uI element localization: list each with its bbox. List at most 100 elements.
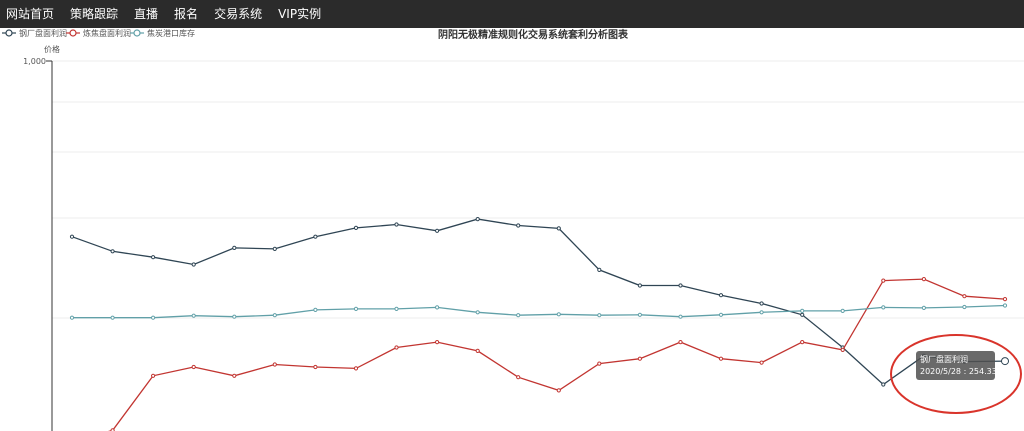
data-point[interactable] [353, 306, 359, 311]
data-point[interactable] [394, 345, 399, 350]
data-point[interactable] [435, 340, 440, 345]
series-2 [69, 303, 1008, 320]
data-point[interactable] [637, 283, 643, 288]
data-point[interactable] [232, 373, 237, 378]
data-point[interactable] [921, 277, 927, 282]
data-point[interactable] [637, 356, 643, 361]
data-point[interactable] [151, 315, 156, 320]
tooltip: 钢厂盘面利润 2020/5/28 : 254.33 [916, 351, 995, 380]
nav-strategy-tracking[interactable]: 策略跟踪 [70, 7, 119, 21]
data-point[interactable] [516, 375, 521, 380]
top-nav: 网站首页 策略跟踪 直播 报名 交易系统 VIP实例 [0, 0, 1024, 28]
data-point[interactable] [962, 304, 967, 310]
series-line [72, 304, 1006, 319]
data-point[interactable] [800, 340, 805, 345]
data-point[interactable] [678, 340, 683, 345]
data-point[interactable] [110, 315, 115, 320]
legend-label: 炼焦盘面利润 [83, 28, 131, 38]
data-point[interactable] [840, 347, 845, 352]
data-point[interactable] [718, 356, 724, 361]
legend-item-coking-profit[interactable]: 炼焦盘面利润 [66, 28, 131, 38]
nav-home[interactable]: 网站首页 [6, 7, 55, 21]
data-point[interactable] [110, 249, 115, 254]
tooltip-date: 2020/5/28 [920, 367, 962, 376]
legend-marker [5, 29, 13, 37]
data-point[interactable] [69, 315, 75, 320]
nav-signup[interactable]: 报名 [174, 7, 199, 21]
data-point[interactable] [718, 312, 724, 317]
series-layer [69, 217, 1009, 431]
data-point[interactable] [475, 348, 480, 353]
series-1 [107, 277, 1008, 431]
nav-live[interactable]: 直播 [134, 7, 159, 21]
data-point-highlighted[interactable] [1001, 357, 1009, 366]
series-line [71, 218, 1006, 386]
data-point[interactable] [232, 245, 237, 250]
data-point[interactable] [272, 313, 277, 318]
data-point[interactable] [881, 382, 886, 387]
nav-vip-cases[interactable]: VIP实例 [278, 7, 322, 21]
data-point[interactable] [556, 226, 561, 231]
legend-item-steel-profit[interactable]: 钢厂盘面利润 [2, 28, 67, 38]
data-point[interactable] [678, 314, 683, 319]
data-point[interactable] [1002, 297, 1008, 302]
data-point[interactable] [962, 294, 967, 299]
data-point[interactable] [313, 234, 318, 239]
series-0 [69, 217, 1009, 387]
legend-item-coke-port-inventory[interactable]: 焦炭港口库存 [130, 28, 195, 38]
data-point[interactable] [800, 312, 805, 317]
data-point[interactable] [597, 313, 602, 318]
nav-trading-system[interactable]: 交易系统 [214, 7, 263, 21]
chart-title: 阴阳无极精准规则化交易系统套利分析图表 [438, 28, 629, 41]
y-axis: 1,000 价格 [23, 44, 60, 431]
data-point[interactable] [840, 308, 845, 313]
legend-marker [133, 29, 141, 37]
y-axis-label: 价格 [44, 44, 60, 54]
tooltip-separator: : [961, 367, 969, 376]
data-point[interactable] [151, 373, 156, 378]
data-point[interactable] [232, 314, 237, 319]
data-point[interactable] [881, 278, 886, 283]
data-point[interactable] [435, 228, 440, 233]
data-point[interactable] [475, 310, 480, 315]
data-point[interactable] [313, 307, 318, 312]
data-point[interactable] [313, 364, 318, 370]
data-point[interactable] [394, 222, 399, 227]
data-point[interactable] [678, 283, 683, 288]
data-point[interactable] [272, 362, 277, 367]
data-point[interactable] [69, 234, 75, 239]
highlight-ellipse [890, 334, 1022, 414]
data-point[interactable] [556, 388, 561, 393]
grid [52, 60, 1024, 319]
tooltip-value: 254.33 [968, 367, 995, 376]
legend: 钢厂盘面利润 炼焦盘面利润 焦炭港口库存 [2, 28, 195, 38]
data-point[interactable] [191, 313, 196, 318]
data-point[interactable] [516, 223, 521, 228]
data-point[interactable] [516, 313, 521, 318]
data-point[interactable] [110, 428, 115, 431]
legend-marker [69, 29, 77, 37]
data-point[interactable] [1002, 303, 1008, 308]
data-point[interactable] [556, 312, 561, 317]
data-point[interactable] [759, 301, 764, 306]
data-point[interactable] [353, 366, 359, 371]
data-point[interactable] [353, 225, 359, 230]
data-point[interactable] [272, 246, 277, 251]
data-point[interactable] [759, 360, 764, 365]
data-point[interactable] [637, 312, 643, 317]
data-point[interactable] [151, 255, 156, 260]
legend-label: 焦炭港口库存 [147, 28, 195, 38]
data-point[interactable] [597, 361, 602, 366]
data-point[interactable] [921, 305, 927, 310]
data-point[interactable] [191, 364, 196, 370]
data-point[interactable] [475, 217, 480, 222]
data-point[interactable] [597, 267, 602, 272]
data-point[interactable] [759, 310, 764, 315]
data-point[interactable] [881, 305, 886, 310]
tooltip-value-line: 2020/5/28 : 254.33 [920, 366, 995, 378]
data-point[interactable] [718, 293, 724, 298]
data-point[interactable] [800, 308, 805, 313]
data-point[interactable] [191, 262, 196, 267]
data-point[interactable] [394, 306, 399, 311]
data-point[interactable] [435, 305, 440, 310]
